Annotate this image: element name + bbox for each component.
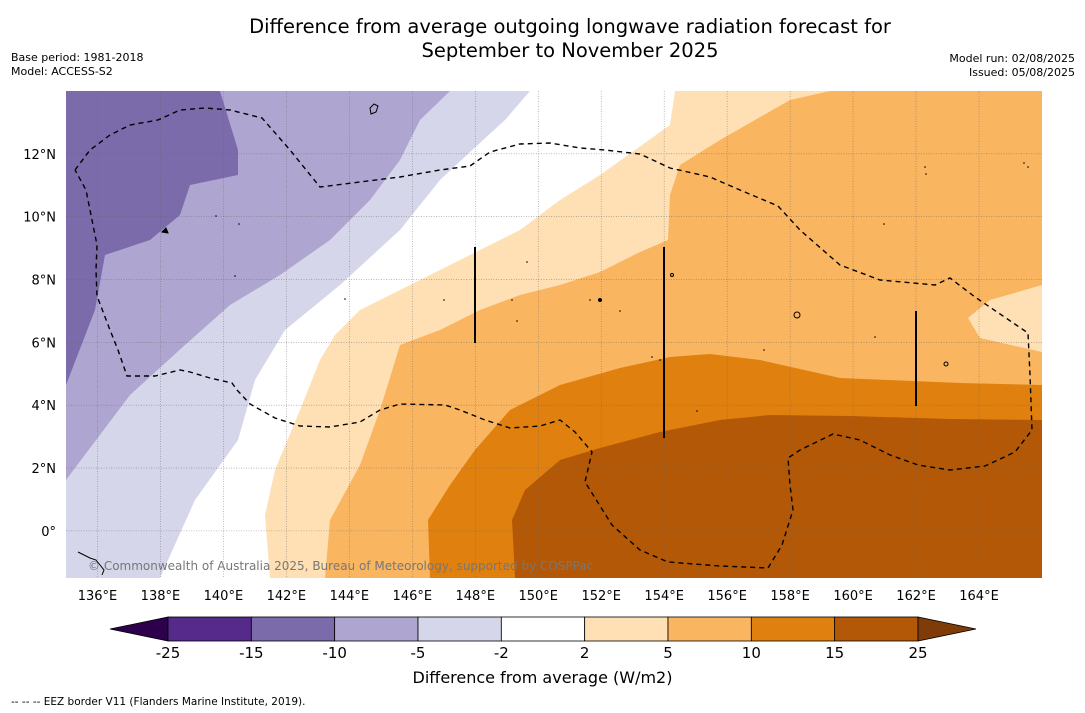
- colorbar-segment: [334, 616, 419, 642]
- longitude-label: 148°E: [456, 589, 496, 604]
- meta-left: Base period: 1981-2018 Model: ACCESS-S2: [11, 51, 143, 79]
- map-area: © Commonwealth of Australia 2025, Bureau…: [66, 91, 1042, 578]
- longitude-label: 164°E: [959, 589, 999, 604]
- colorbar-tick-label: 25: [908, 644, 927, 662]
- colorbar-segment: [250, 616, 336, 642]
- colorbar-tick-label: -5: [411, 644, 426, 662]
- colorbar-tick-label: 2: [580, 644, 590, 662]
- colorbar-tick-label: -10: [322, 644, 347, 662]
- colorbar-segment: [167, 616, 252, 642]
- colorbar-segment: [750, 616, 836, 642]
- longitude-label: 138°E: [141, 589, 181, 604]
- eez-border-palau-fsm-west: [74, 107, 1033, 569]
- latitude-label: 6°N: [32, 336, 57, 351]
- title-line-1: Difference from average outgoing longwav…: [249, 15, 891, 38]
- island-dots: [215, 162, 1029, 412]
- longitude-labels: 136°E 138°E 140°E 142°E 144°E 146°E 148°E 150°E…: [78, 589, 999, 604]
- title-line-2: September to November 2025: [421, 39, 719, 62]
- colorbar-tick-label: -25: [156, 644, 181, 662]
- colorbar-over-triangle: [917, 616, 977, 642]
- colorbar-tick-label: 5: [663, 644, 673, 662]
- colorbar-tick-labels: -25 -15 -10 -5 -2 2 5 10 15 25: [156, 644, 928, 662]
- colorbar-title: Difference from average (W/m2): [412, 668, 673, 687]
- longitude-label: 140°E: [204, 589, 244, 604]
- colorbar-tick-label: 10: [742, 644, 761, 662]
- longitude-label: 136°E: [78, 589, 118, 604]
- band-pos-15-25: [512, 415, 1042, 578]
- colorbar-segment: [584, 616, 669, 642]
- longitude-label: 144°E: [330, 589, 370, 604]
- meta-right: Model run: 02/08/2025 Issued: 05/08/2025: [949, 52, 1075, 80]
- base-period: Base period: 1981-2018: [11, 51, 144, 64]
- eez-footnote: -- -- -- EEZ border V11 (Flanders Marine…: [11, 696, 306, 708]
- longitude-label: 162°E: [896, 589, 936, 604]
- latitude-label: 0°: [41, 525, 56, 540]
- latitude-label: 4°N: [32, 399, 57, 414]
- colorbar-segment: [834, 616, 919, 642]
- longitude-label: 160°E: [833, 589, 873, 604]
- longitude-label: 158°E: [770, 589, 810, 604]
- longitude-label: 154°E: [644, 589, 684, 604]
- longitude-label: 150°E: [518, 589, 558, 604]
- colorbar-tick-label: 15: [825, 644, 844, 662]
- colorbar: [109, 616, 977, 642]
- colorbar-segment: [417, 616, 502, 642]
- issued-date: Issued: 05/08/2025: [968, 66, 1075, 79]
- colorbar-tick-label: -2: [494, 644, 509, 662]
- colorbar-tick-label: -15: [239, 644, 264, 662]
- latitude-labels: 12°N 10°N 8°N 6°N 4°N 2°N 0°: [23, 148, 56, 540]
- colorbar-segment: [500, 616, 586, 642]
- longitude-label: 146°E: [393, 589, 433, 604]
- longitude-label: 142°E: [267, 589, 307, 604]
- longitude-label: 156°E: [707, 589, 747, 604]
- longitude-label: 152°E: [581, 589, 621, 604]
- model-run: Model run: 02/08/2025: [949, 52, 1075, 65]
- latitude-label: 10°N: [23, 211, 56, 226]
- colorbar-under-triangle: [109, 616, 169, 642]
- islands: [77, 103, 949, 576]
- latitude-label: 12°N: [23, 148, 56, 163]
- latitude-label: 8°N: [32, 274, 57, 289]
- chart-title: Difference from average outgoing longwav…: [140, 15, 1000, 63]
- model-name: Model: ACCESS-S2: [11, 65, 113, 78]
- colorbar-segment: [667, 616, 752, 642]
- band-neg-10-15: [66, 91, 238, 385]
- latitude-label: 2°N: [32, 462, 57, 477]
- copyright-notice: © Commonwealth of Australia 2025, Bureau…: [88, 559, 593, 573]
